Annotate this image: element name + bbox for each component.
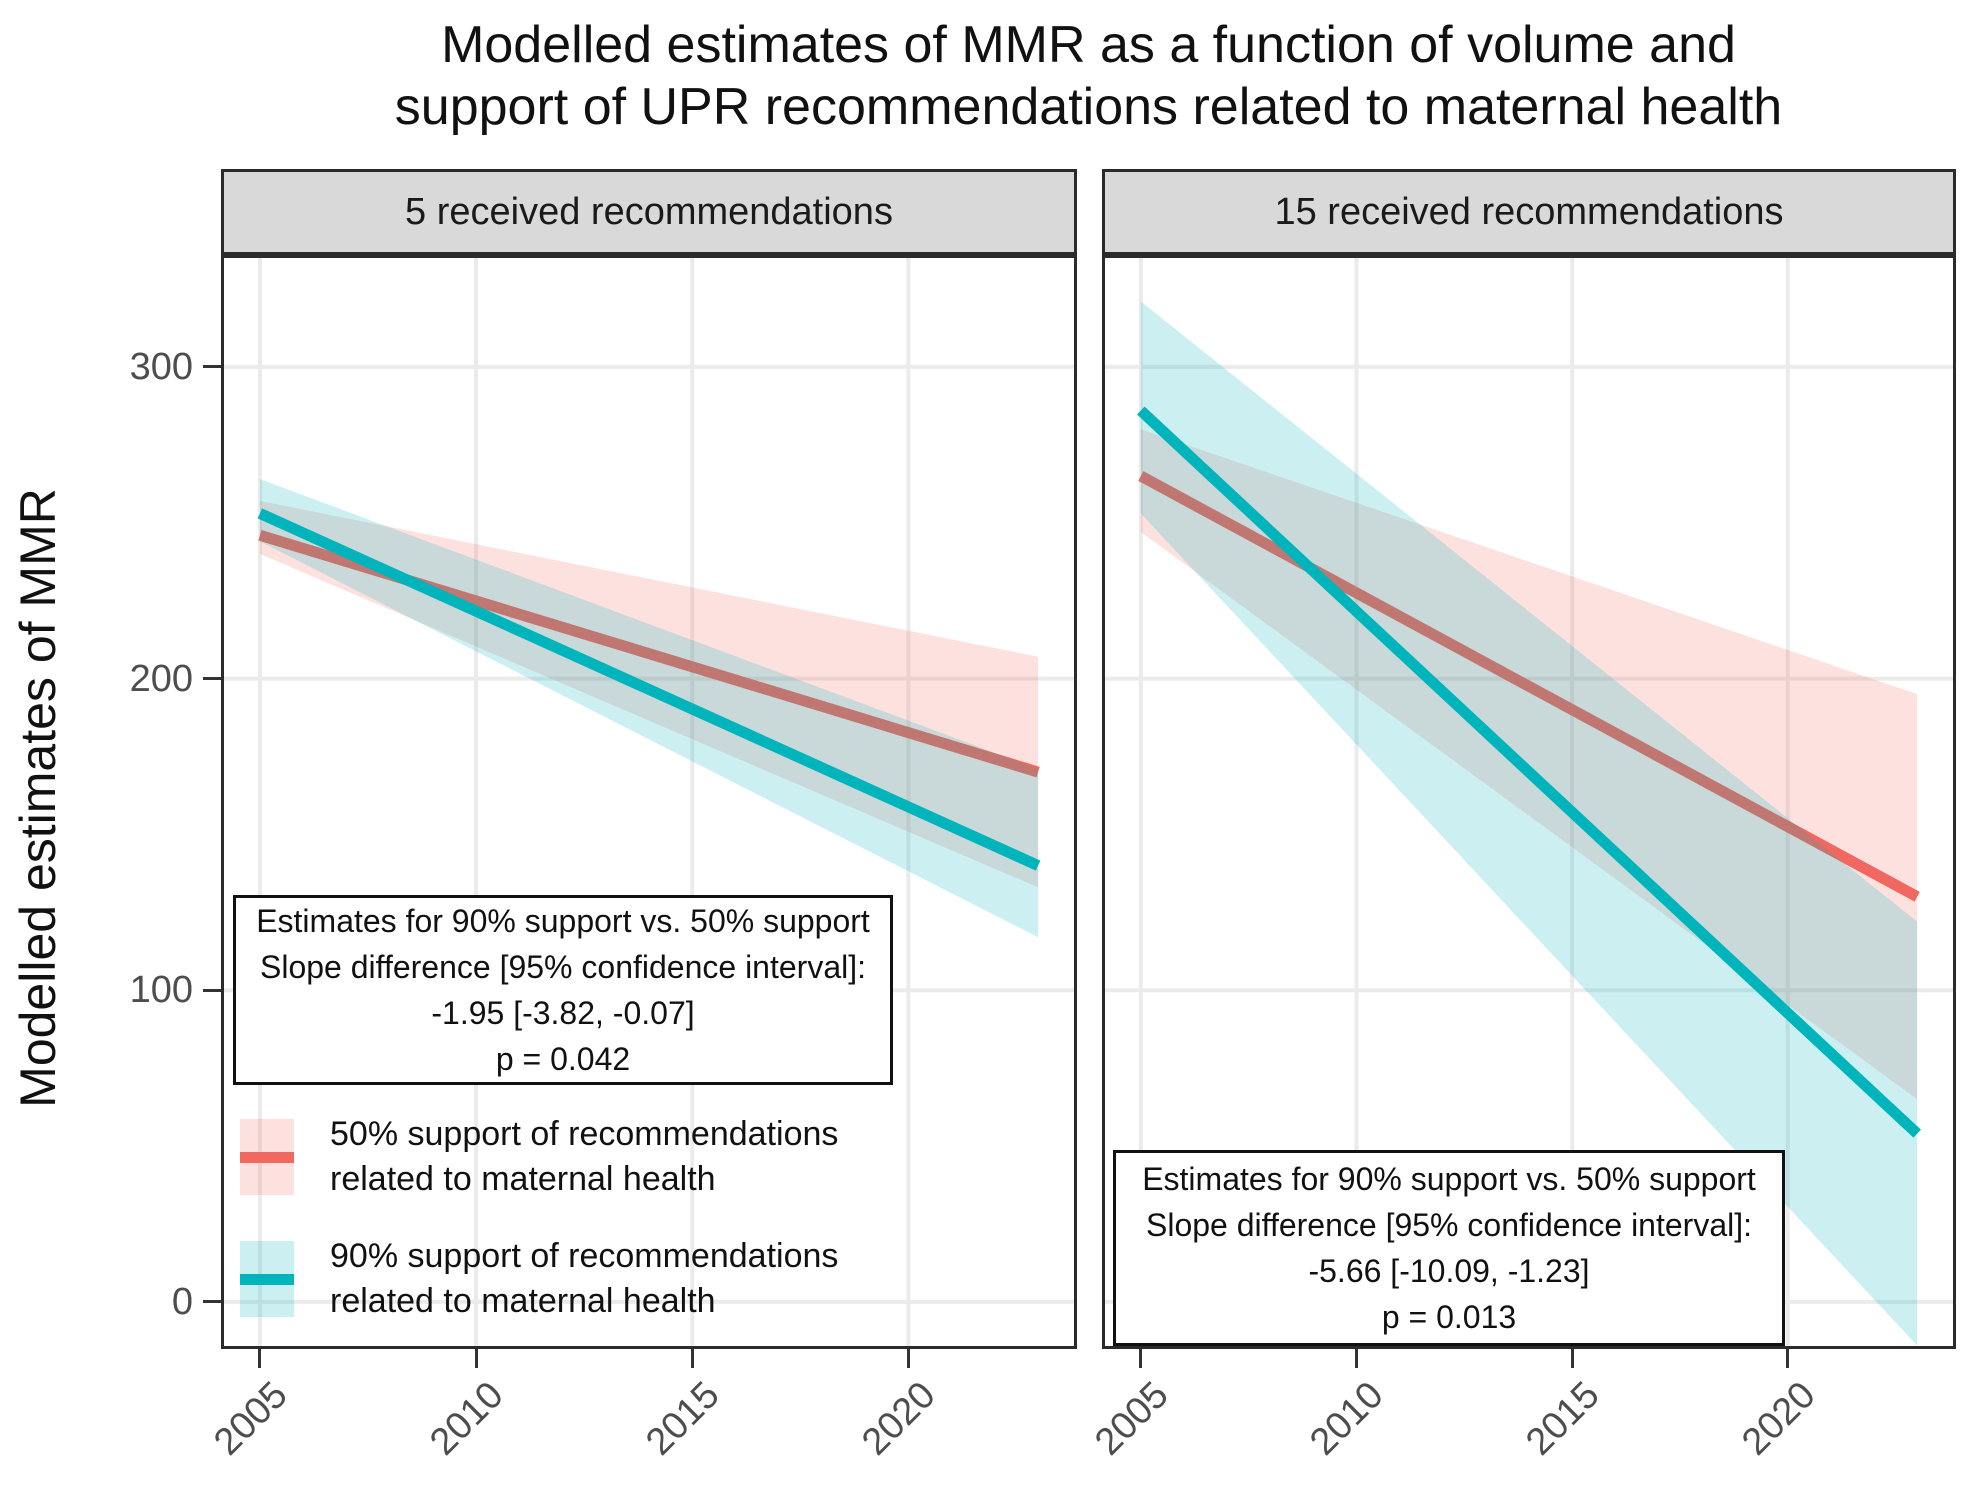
x-tick-mark-2010-panel-2 bbox=[1354, 1349, 1358, 1368]
x-tick-label-2010-panel-1: 2010 bbox=[422, 1374, 512, 1464]
annotation-left-line-4: p = 0.042 bbox=[495, 1041, 631, 1077]
x-tick-label-2015-panel-2: 2015 bbox=[1518, 1374, 1608, 1464]
ci-ribbon-90-support bbox=[259, 479, 1039, 938]
x-tick-label-2020-panel-1: 2020 bbox=[854, 1374, 945, 1464]
legend-key-line-90 bbox=[240, 1274, 294, 1285]
x-tick-mark-2015-panel-2 bbox=[1570, 1349, 1574, 1368]
legend: 50% support of recommendations related t… bbox=[240, 1112, 838, 1356]
annotation-left-line-3: -1.95 [-3.82, -0.07] bbox=[431, 995, 695, 1031]
x-tick-mark-2015-panel-1 bbox=[690, 1349, 694, 1368]
legend-label-50-line-1: 50% support of recommendations bbox=[330, 1115, 839, 1153]
x-tick-label-2005-panel-1: 2005 bbox=[206, 1374, 296, 1464]
x-tick-mark-2020-panel-2 bbox=[1786, 1349, 1790, 1368]
annotation-left-line-2: Slope difference [95% confidence interva… bbox=[259, 949, 866, 985]
y-tick-label-0: 0 bbox=[171, 1280, 193, 1323]
legend-label-90-line-1: 90% support of recommendations bbox=[330, 1237, 839, 1275]
facet-strip-left: 5 received recommendations bbox=[221, 169, 1077, 255]
x-tick-mark-2010-panel-1 bbox=[474, 1349, 478, 1368]
x-tick-label-2020-panel-2: 2020 bbox=[1733, 1374, 1824, 1464]
plot-panel-left bbox=[221, 255, 1077, 1349]
x-tick-mark-2005-panel-1 bbox=[258, 1349, 262, 1368]
x-tick-label-2010-panel-2: 2010 bbox=[1302, 1374, 1393, 1464]
y-tick-label-100: 100 bbox=[129, 969, 193, 1012]
legend-label-50-line-2: related to maternal health bbox=[330, 1160, 716, 1198]
ci-ribbon-90-support bbox=[1140, 301, 1918, 1346]
facet-strip-right: 15 received recommendations bbox=[1102, 169, 1956, 255]
x-tick-label-2015-panel-1: 2015 bbox=[638, 1374, 728, 1464]
trend-line-90-support bbox=[1137, 406, 1921, 1138]
y-tick-mark-100 bbox=[203, 988, 221, 992]
trend-line-50-support bbox=[1138, 471, 1920, 902]
y-tick-label-300: 300 bbox=[129, 345, 193, 388]
x-tick-label-2005-panel-2: 2005 bbox=[1087, 1374, 1177, 1464]
annotation-box-left: Estimates for 90% support vs. 50% suppor… bbox=[233, 895, 893, 1085]
annotation-left-line-1: Estimates for 90% support vs. 50% suppor… bbox=[256, 903, 870, 939]
annotation-box-right: Estimates for 90% support vs. 50% suppor… bbox=[1113, 1150, 1785, 1346]
y-tick-mark-0 bbox=[203, 1300, 221, 1304]
legend-label-50-support: 50% support of recommendations related t… bbox=[330, 1112, 838, 1202]
x-tick-mark-2020-panel-1 bbox=[906, 1349, 910, 1368]
chart-title: Modelled estimates of MMR as a function … bbox=[221, 14, 1956, 138]
legend-entry-90-support: 90% support of recommendations related t… bbox=[240, 1234, 838, 1324]
legend-key-line-50 bbox=[240, 1152, 294, 1163]
legend-label-90-line-2: related to maternal health bbox=[330, 1282, 716, 1320]
annotation-right-line-4: p = 0.013 bbox=[1381, 1299, 1517, 1335]
panel-chart-right bbox=[1105, 258, 1953, 1346]
annotation-right-line-1: Estimates for 90% support vs. 50% suppor… bbox=[1142, 1161, 1756, 1197]
x-tick-mark-2005-panel-2 bbox=[1139, 1349, 1143, 1368]
y-tick-mark-300 bbox=[203, 365, 221, 369]
legend-swatch-90-support bbox=[240, 1241, 294, 1317]
chart-title-line-2: support of UPR recommendations related t… bbox=[394, 78, 1783, 136]
annotation-right-line-2: Slope difference [95% confidence interva… bbox=[1145, 1207, 1752, 1243]
chart-title-line-1: Modelled estimates of MMR as a function … bbox=[441, 16, 1736, 74]
legend-swatch-50-support bbox=[240, 1119, 294, 1195]
panel-chart-left bbox=[224, 258, 1074, 1346]
y-tick-mark-200 bbox=[203, 677, 221, 681]
legend-entry-50-support: 50% support of recommendations related t… bbox=[240, 1112, 838, 1202]
trend-line-90-support bbox=[257, 508, 1041, 871]
annotation-right-line-3: -5.66 [-10.09, -1.23] bbox=[1308, 1253, 1590, 1289]
legend-label-90-support: 90% support of recommendations related t… bbox=[330, 1234, 838, 1324]
y-tick-label-200: 200 bbox=[129, 657, 193, 700]
